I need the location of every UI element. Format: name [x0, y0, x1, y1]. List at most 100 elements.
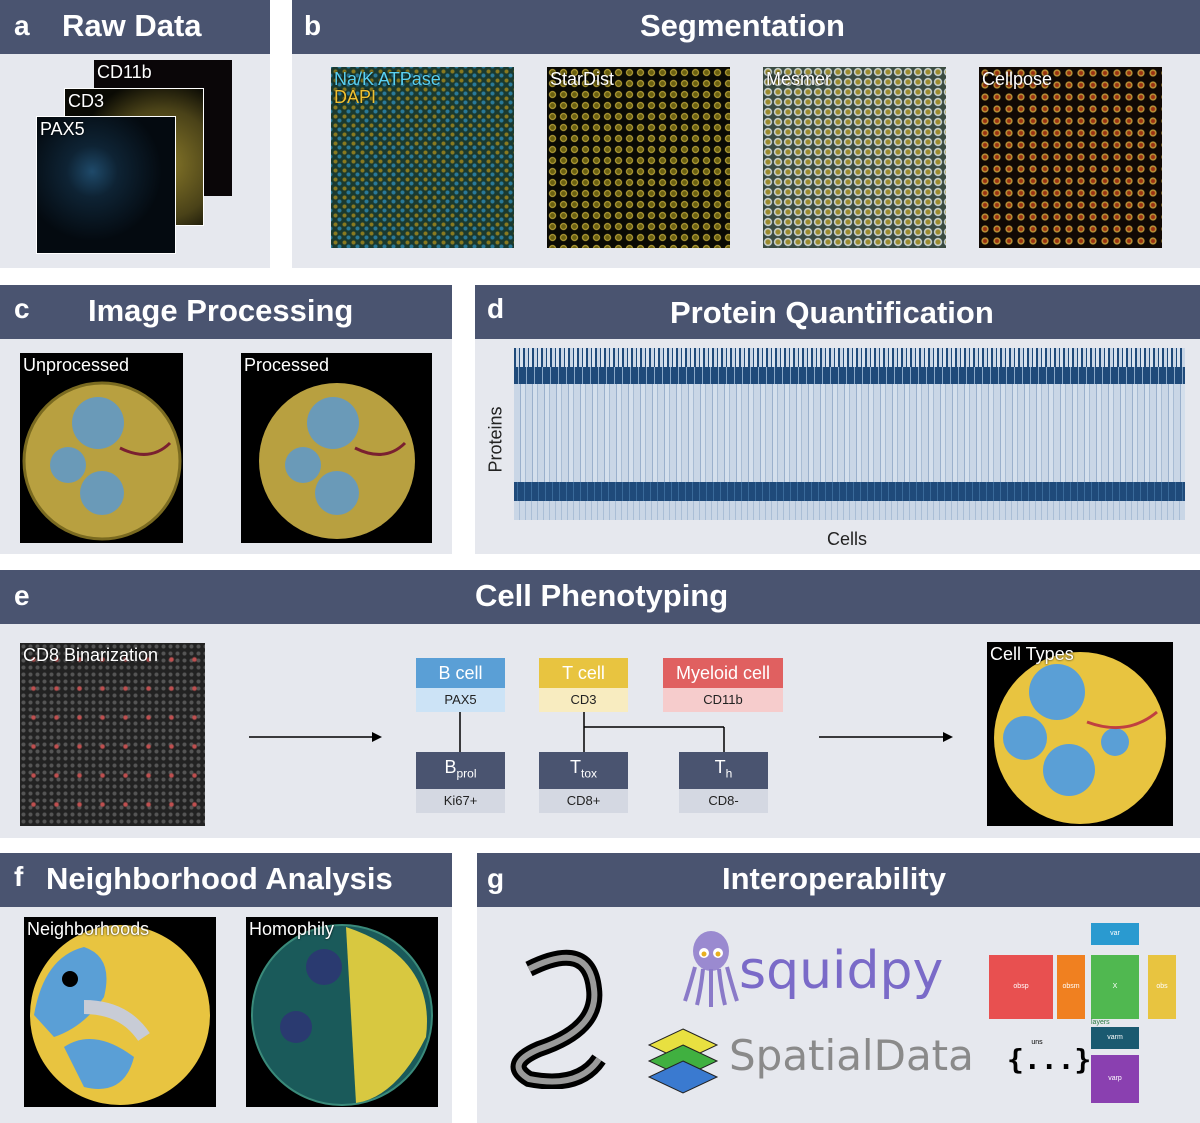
homophily-map — [251, 924, 433, 1106]
node-myeloid-cell-name: Myeloid cell — [663, 658, 783, 688]
neighborhoods-map — [30, 925, 210, 1105]
squidpy-text: squidpy — [739, 941, 944, 1001]
panel-c-title: Image Processing — [88, 293, 354, 328]
anndata-obsm: obsm — [1057, 955, 1085, 1019]
squidpy-wordmark: squidpy — [739, 941, 943, 1001]
node-t-h-sub: h — [725, 766, 733, 781]
seg-label-cellpose: Cellpose — [982, 69, 1053, 89]
label-cd8-binarization: CD8 Binarization — [23, 645, 159, 665]
label-homophily: Homophily — [249, 919, 335, 939]
panel-a-title: Raw Data — [62, 8, 202, 43]
seg-image-cellpose: Cellpose — [979, 67, 1162, 248]
heatmap-ylabel: Proteins — [485, 406, 506, 473]
stack-image-pax5: PAX5 — [36, 116, 176, 254]
panel-a-header: a Raw Data — [0, 0, 270, 54]
node-t-h-name: Th — [679, 752, 768, 789]
scverse-logo-icon — [510, 949, 606, 1089]
node-b-prol-base: B — [444, 757, 457, 777]
image-cd8-binarization: CD8 Binarization — [20, 643, 205, 826]
panel-c: c Image Processing Unprocessed Processed — [0, 285, 452, 554]
panel-b: b Segmentation Na/K ATPase DAPI StarDist… — [292, 0, 1200, 268]
anndata-var: var — [1091, 923, 1139, 945]
node-t-tox: Ttox CD8+ — [539, 752, 628, 813]
heatmap-xlabel: Cells — [827, 529, 868, 549]
node-b-prol-sub: prol — [456, 766, 477, 781]
anndata-obsp-label: obsp — [1013, 983, 1029, 990]
seg-image-mesmer: Mesmer — [763, 67, 946, 248]
node-myeloid-cell-marker: CD11b — [663, 688, 783, 712]
panel-e: e Cell Phenotyping CD8 Binarization B ce… — [0, 570, 1200, 838]
panel-f-title: Neighborhood Analysis — [46, 861, 393, 896]
panel-f: f Neighborhood Analysis Neighborhoods Ho… — [0, 853, 452, 1123]
anndata-var-label: var — [1110, 930, 1120, 937]
seg-label-dapi: DAPI — [334, 87, 377, 107]
node-t-cell-name: T cell — [539, 658, 628, 688]
anndata-varp: varp — [1091, 1055, 1139, 1103]
stack-label-pax5: PAX5 — [40, 119, 85, 139]
node-t-h-base: T — [714, 757, 726, 777]
panel-b-title: Segmentation — [640, 8, 845, 43]
panel-e-header: e Cell Phenotyping — [0, 570, 1200, 624]
squid-icon — [683, 931, 739, 1007]
spatialdata-text: SpatialData — [729, 1031, 974, 1080]
seg-label-na-k-atpase: Na/K ATPase — [334, 69, 441, 89]
label-cell-types: Cell Types — [990, 644, 1074, 664]
panel-a: a Raw Data CD11b CD3 PAX5 — [0, 0, 270, 268]
anndata-uns: uns {...} — [1007, 1039, 1092, 1076]
phenotype-arrows — [249, 711, 953, 752]
panel-g-letter: g — [487, 863, 505, 894]
node-b-cell-marker: PAX5 — [416, 688, 505, 712]
image-homophily: Homophily — [246, 917, 438, 1107]
anndata-x: X — [1091, 955, 1139, 1019]
heatmap-row-4 — [514, 482, 1185, 501]
node-b-cell-name: B cell — [416, 658, 505, 688]
panel-g-header: g Interoperability — [477, 853, 1200, 907]
node-b-prol: Bprol Ki67+ — [416, 752, 505, 813]
panel-d-header: d Protein Quantification — [475, 285, 1200, 339]
panel-b-header: b Segmentation — [292, 0, 1200, 54]
seg-label-stardist: StarDist — [550, 69, 615, 89]
node-b-prol-marker: Ki67+ — [416, 788, 505, 813]
spatialdata-wordmark: SpatialData — [729, 1031, 974, 1081]
panel-f-letter: f — [14, 861, 24, 892]
panel-c-header: c Image Processing — [0, 285, 452, 339]
panel-g-title: Interoperability — [722, 861, 946, 896]
heatmap-row-5 — [514, 501, 1185, 520]
anndata-braces: {...} — [1007, 1043, 1092, 1076]
panel-e-letter: e — [14, 580, 30, 611]
image-cell-types: Cell Types — [987, 642, 1173, 826]
panel-a-letter: a — [14, 10, 30, 41]
heatmap-row-3 — [514, 384, 1185, 482]
node-t-cell-marker: CD3 — [539, 688, 628, 712]
cell-types-map — [994, 652, 1166, 824]
panel-f-header: f Neighborhood Analysis — [0, 853, 452, 907]
anndata-obs-label: obs — [1156, 983, 1168, 990]
image-neighborhoods: Neighborhoods — [24, 917, 216, 1107]
heatmap-row-1 — [514, 348, 1185, 367]
tissue-core-unprocessed — [22, 381, 182, 541]
anndata-varm: varm — [1091, 1027, 1139, 1049]
node-t-tox-name: Ttox — [539, 752, 628, 789]
stack-label-cd3: CD3 — [68, 91, 105, 111]
node-t-tox-sub: tox — [580, 766, 597, 781]
label-processed: Processed — [244, 355, 330, 375]
label-unprocessed: Unprocessed — [23, 355, 130, 375]
panel-e-title: Cell Phenotyping — [475, 578, 729, 613]
seg-label-mesmer: Mesmer — [766, 69, 832, 89]
tissue-core-processed — [259, 383, 415, 539]
node-myeloid-cell: Myeloid cell CD11b — [663, 658, 783, 712]
stack-label-cd11b: CD11b — [97, 62, 152, 82]
panel-d-title: Protein Quantification — [670, 295, 994, 330]
seg-image-input: Na/K ATPase DAPI — [331, 67, 514, 248]
anndata-obsp: obsp — [989, 955, 1053, 1019]
panel-d: d Protein Quantification Proteins Cells — [475, 285, 1200, 554]
panel-c-letter: c — [14, 293, 30, 324]
image-processed: Processed — [241, 353, 432, 543]
node-b-cell: B cell PAX5 — [416, 658, 505, 712]
anndata-obs: obs — [1148, 955, 1176, 1019]
panel-d-letter: d — [487, 293, 505, 324]
panel-g: g Interoperability squidpy SpatialData v… — [477, 853, 1200, 1123]
anndata-obsm-label: obsm — [1062, 983, 1080, 990]
anndata-layers-label: layers — [1091, 1019, 1110, 1026]
label-neighborhoods: Neighborhoods — [27, 919, 150, 939]
